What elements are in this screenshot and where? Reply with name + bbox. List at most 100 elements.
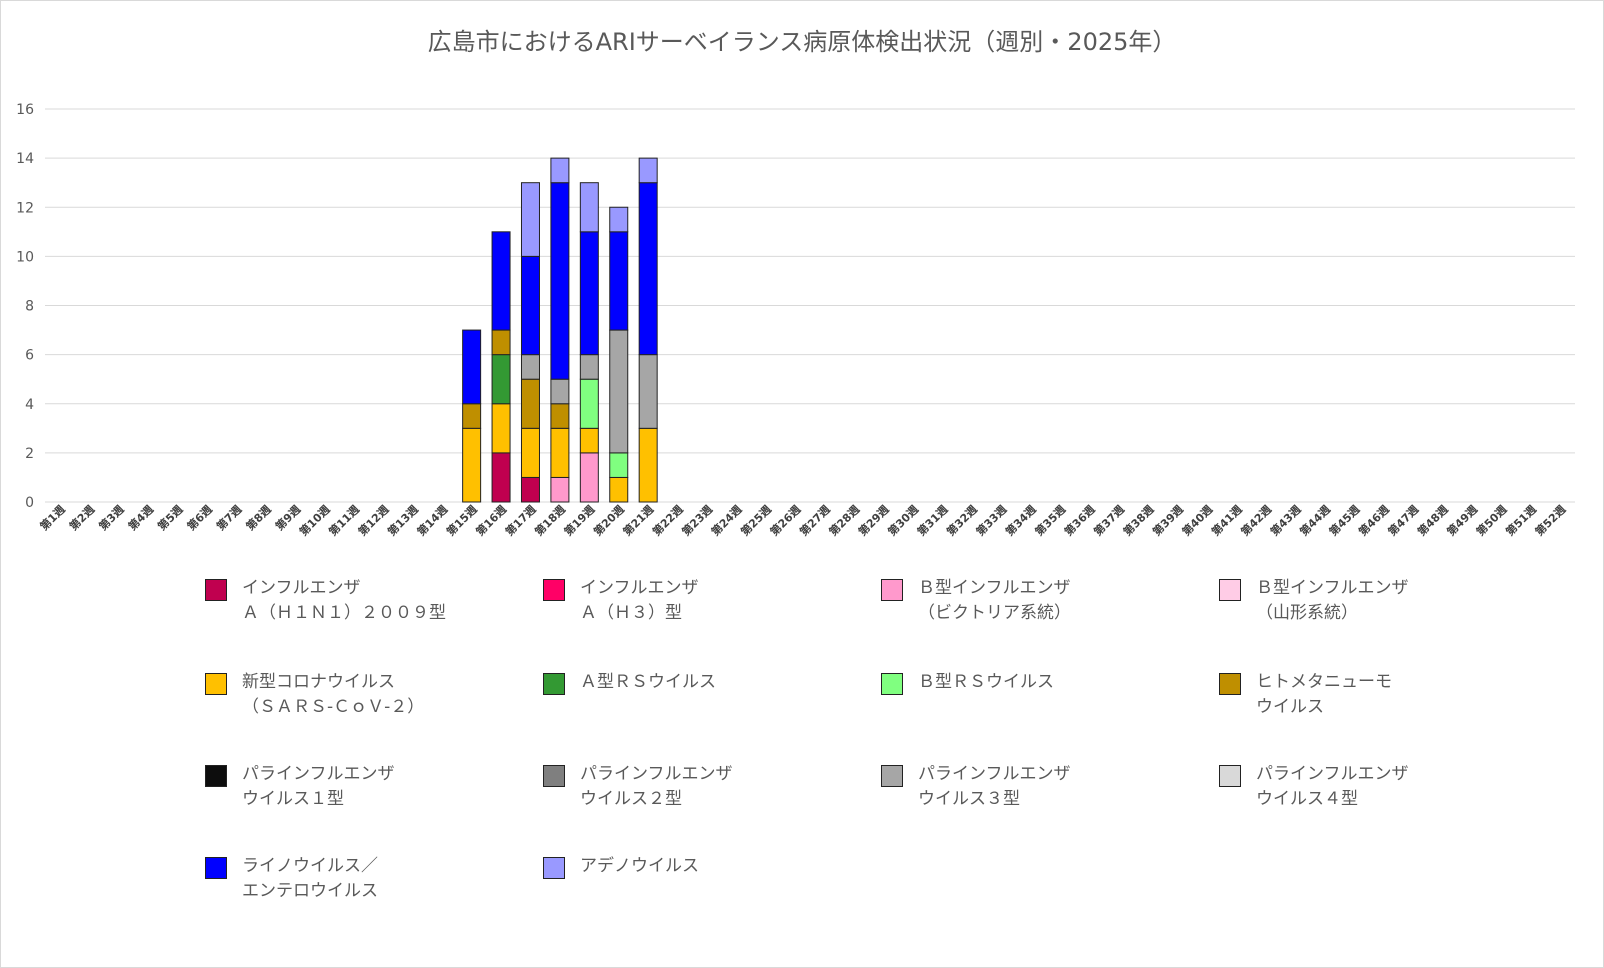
- bar-segment: [579, 427, 599, 454]
- legend-swatch: [543, 673, 565, 695]
- legend-swatch: [881, 579, 903, 601]
- x-tick-label: 第10週: [296, 502, 332, 538]
- legend-swatch: [881, 765, 903, 787]
- x-tick-label: 第3週: [96, 502, 127, 533]
- bar-segment: [520, 255, 540, 356]
- x-tick-label: 第7週: [214, 502, 245, 533]
- x-tick-label: 第21週: [620, 502, 656, 538]
- x-tick-label: 第19週: [561, 502, 597, 538]
- bar-segment: [609, 206, 629, 233]
- x-tick-label: 第6週: [184, 502, 215, 533]
- legend-label: アデノウイルス: [580, 856, 699, 876]
- legend-swatch: [543, 857, 565, 879]
- x-tick-label: 第32週: [944, 502, 980, 538]
- x-tick-label: 第36週: [1061, 502, 1097, 538]
- x-tick-label: 第13週: [385, 502, 421, 538]
- legend-swatch: [543, 765, 565, 787]
- bar-segment: [550, 476, 570, 503]
- x-tick-label: 第14週: [414, 502, 450, 538]
- x-tick-label: 第40週: [1179, 502, 1215, 538]
- x-tick-label: 第29週: [855, 502, 891, 538]
- bar-segment: [579, 452, 599, 503]
- legend-label: パラインフルエンザ ウイルス３型: [918, 764, 1071, 809]
- x-tick-label: 第43週: [1267, 502, 1303, 538]
- bar-segment: [638, 157, 658, 184]
- gridlines: [45, 108, 1575, 503]
- x-tick-label: 第26週: [767, 502, 803, 538]
- x-tick-label: 第31週: [914, 502, 950, 538]
- x-tick-label: 第16週: [473, 502, 509, 538]
- legend-swatch: [205, 765, 227, 787]
- x-tick-label: 第47週: [1385, 502, 1421, 538]
- bar-segment: [579, 231, 599, 356]
- legend-label: インフルエンザ Ａ（Ｈ３）型: [580, 578, 699, 623]
- legend-label: Ｂ型インフルエンザ （ビクトリア系統）: [918, 578, 1071, 623]
- bar-segment: [520, 354, 540, 380]
- x-tick-label: 第38週: [1120, 502, 1156, 538]
- bar-segment: [550, 182, 570, 380]
- x-tick-label: 第44週: [1297, 502, 1333, 538]
- legend-swatch: [881, 673, 903, 695]
- x-tick-label: 第25週: [738, 502, 774, 538]
- bar-segment: [550, 403, 570, 429]
- y-tick-label: 0: [25, 495, 34, 511]
- bar-segment: [579, 378, 599, 429]
- bar-segment: [609, 231, 629, 331]
- bar-segment: [520, 476, 540, 503]
- x-tick-label: 第15週: [443, 502, 479, 538]
- x-tick-label: 第42週: [1238, 502, 1274, 538]
- legend-label: Ｂ型インフルエンザ （山形系統）: [1256, 578, 1409, 623]
- bar-segment: [520, 427, 540, 478]
- bar-segment: [462, 427, 482, 503]
- bar-segment: [491, 231, 511, 331]
- y-tick-label: 12: [16, 200, 34, 216]
- legend-swatch: [1219, 765, 1241, 787]
- x-tick-label: 第48週: [1414, 502, 1450, 538]
- legend-label: パラインフルエンザ ウイルス４型: [1256, 764, 1409, 809]
- legend-swatch: [205, 579, 227, 601]
- legend-swatch: [205, 857, 227, 879]
- bar-segment: [491, 452, 511, 503]
- bar-segment: [550, 378, 570, 405]
- bar-segment: [638, 354, 658, 429]
- x-tick-label: 第50週: [1473, 502, 1509, 538]
- y-tick-label: 10: [16, 249, 34, 265]
- legend-label: 新型コロナウイルス （ＳＡＲＳ-ＣｏＶ-２）: [242, 672, 425, 717]
- x-tick-label: 第18週: [532, 502, 568, 538]
- legend-label: ヒトメタニューモ ウイルス: [1256, 672, 1392, 717]
- legend-label: パラインフルエンザ ウイルス２型: [580, 764, 733, 809]
- bar-segment: [609, 329, 629, 454]
- bar-segment: [550, 157, 570, 184]
- x-tick-label: 第30週: [885, 502, 921, 538]
- x-tick-label: 第5週: [155, 502, 186, 533]
- bar-stacks: [462, 157, 658, 503]
- chart-title: 広島市におけるARIサーベイランス病原体検出状況（週別・2025年）: [427, 28, 1177, 56]
- x-tick-label: 第41週: [1208, 502, 1244, 538]
- bar-segment: [609, 476, 629, 503]
- x-tick-label: 第33週: [973, 502, 1009, 538]
- x-tick-label: 第45週: [1326, 502, 1362, 538]
- y-tick-label: 4: [25, 397, 34, 413]
- x-tick-label: 第20週: [591, 502, 627, 538]
- bar-segment: [491, 329, 511, 356]
- legend-swatch: [1219, 579, 1241, 601]
- legend-label: インフルエンザ Ａ（Ｈ１Ｎ１）２００９型: [242, 578, 446, 623]
- x-tick-label: 第17週: [502, 502, 538, 538]
- x-tick-label: 第4週: [125, 502, 156, 533]
- x-tick-label: 第12週: [355, 502, 391, 538]
- y-tick-label: 8: [25, 299, 34, 315]
- bar-segment: [520, 182, 540, 257]
- x-tick-label: 第28週: [826, 502, 862, 538]
- bar-segment: [550, 427, 570, 478]
- legend-label: ライノウイルス／ エンテロウイルス: [242, 856, 378, 901]
- x-tick-label: 第34週: [1003, 502, 1039, 538]
- x-tick-label: 第51週: [1503, 502, 1539, 538]
- x-tick-label: 第24週: [708, 502, 744, 538]
- bar-segment: [579, 354, 599, 380]
- bar-segment: [520, 378, 540, 429]
- bar-segment: [638, 182, 658, 356]
- bar-segment: [462, 403, 482, 429]
- legend-swatch: [1219, 673, 1241, 695]
